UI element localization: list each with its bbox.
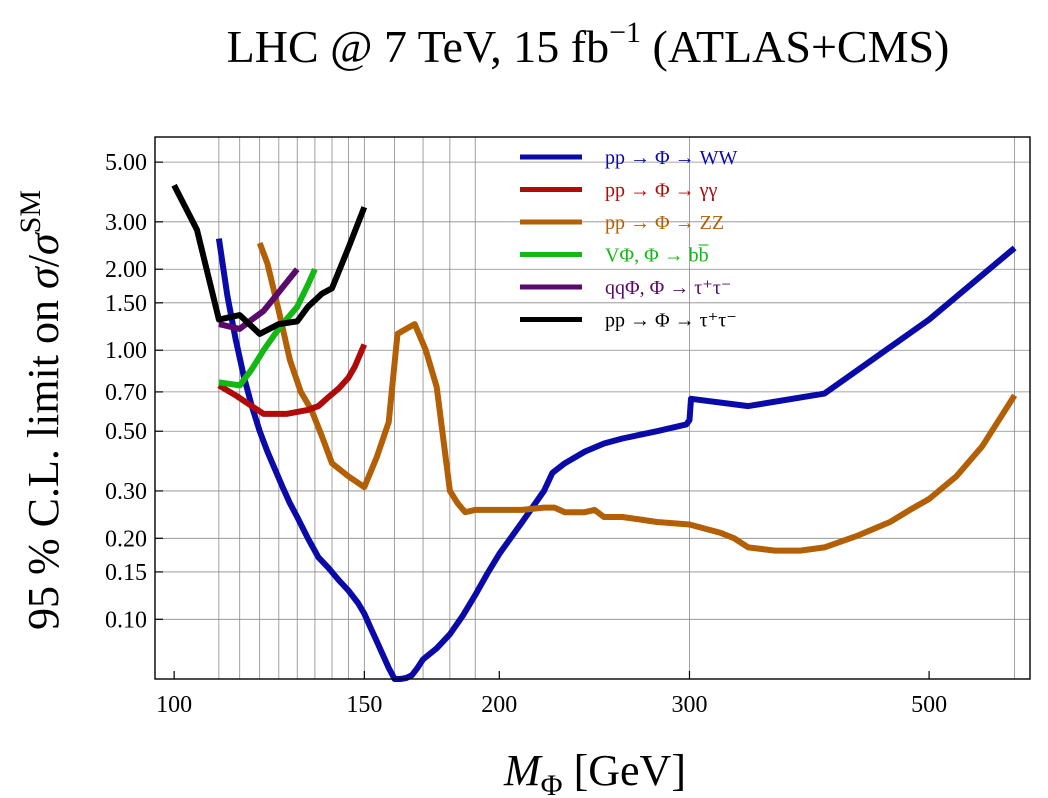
y-tick-label: 0.30 [105, 479, 147, 505]
y-tick-label: 0.15 [105, 560, 147, 586]
legend-label: VΦ, Φ → bb̅ [605, 244, 709, 266]
plot-area [171, 183, 1018, 682]
y-tick-label: 3.00 [105, 210, 147, 236]
y-tick-label: 1.50 [105, 291, 147, 317]
chart-title: LHC @ 7 TeV, 15 fb−1 (ATLAS+CMS) [227, 16, 950, 72]
legend-label: qqΦ, Φ → τ⁺τ⁻ [605, 277, 731, 299]
y-tick-label: 0.70 [105, 380, 147, 406]
y-tick-label: 2.00 [105, 257, 147, 283]
axis-ticks: 100 150 200 300 500 5.00 3.00 2.00 1.50 1.00 0.70 0… [105, 150, 947, 718]
x-tick-label: 500 [911, 692, 947, 718]
grid [155, 137, 1030, 679]
y-tick-label: 5.00 [105, 150, 147, 176]
series-line-4 [218, 267, 318, 389]
series-line-3 [256, 242, 1018, 554]
series-line-1 [215, 238, 1017, 682]
y-tick-label: 0.20 [105, 526, 147, 552]
series-line-5 [218, 267, 300, 332]
legend-label: pp → Φ → τ⁺τ⁻ [605, 310, 737, 332]
x-tick-label: 100 [156, 692, 192, 718]
x-axis-title: MΦ [GeV] [503, 746, 686, 798]
y-axis-title: 95 % C.L. limit on σ/σSM [14, 190, 68, 630]
x-tick-label: 150 [346, 692, 382, 718]
legend-label: pp → Φ → WW [605, 147, 737, 169]
series-line-2 [217, 343, 368, 417]
series-line-6 [171, 183, 368, 337]
legend-label: pp → Φ → ZZ [605, 212, 724, 234]
y-tick-label: 0.50 [105, 419, 147, 445]
y-tick-label: 0.10 [105, 607, 147, 633]
x-tick-label: 200 [481, 692, 517, 718]
legend: pp → Φ → WW pp → Φ → γγ pp → Φ → ZZ VΦ, Φ →… [520, 147, 737, 332]
legend-label: pp → Φ → γγ [605, 180, 717, 202]
plot-frame [154, 136, 1031, 680]
y-tick-label: 1.00 [105, 338, 147, 364]
x-tick-label: 300 [671, 692, 707, 718]
